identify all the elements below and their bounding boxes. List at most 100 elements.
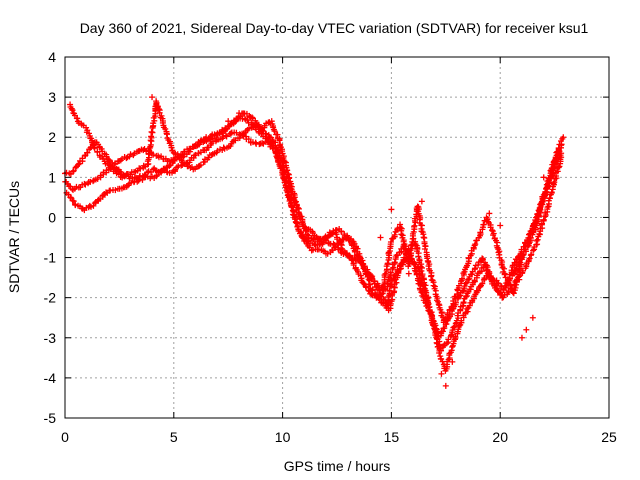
data-point [560,134,567,141]
data-point [246,125,253,132]
data-point [500,286,507,293]
data-point [441,325,448,332]
data-point [91,145,98,152]
data-point [497,222,504,229]
data-point [518,334,525,341]
data-point [418,267,425,274]
data-point [349,242,356,249]
data-point [223,133,230,140]
data-point [550,165,557,172]
data-point [405,270,412,277]
data-point [259,140,266,147]
data-point [408,241,415,248]
data-point [236,110,243,117]
data-point [148,128,155,135]
data-marks [61,94,567,389]
data-point [397,221,404,228]
data-point [413,271,420,278]
data-point [304,231,311,238]
data-point [428,273,435,280]
data-point [463,279,470,286]
data-point [446,350,453,357]
data-point [400,241,407,248]
data-point [421,246,428,253]
data-point [391,259,398,266]
data-point [91,144,98,151]
data-point [393,279,400,286]
data-point [407,252,414,259]
data-point [415,253,422,260]
data-point [546,195,553,202]
data-point [536,230,543,237]
data-point [438,370,445,377]
data-point [548,189,555,196]
data-point [360,280,367,287]
data-point [203,134,210,141]
data-point [155,105,162,112]
data-point [136,176,143,183]
x-tick-label: 20 [492,429,508,445]
data-point [162,125,169,132]
data-point [540,216,547,223]
data-point [283,175,290,182]
data-point [205,154,212,161]
data-point [526,255,533,262]
data-point [449,343,456,350]
x-axis-label: GPS time / hours [284,458,391,474]
data-point [194,141,201,148]
data-point [94,148,101,155]
y-tick-label: 1 [48,169,56,185]
data-point [279,159,286,166]
data-point [140,147,147,154]
data-point [428,313,435,320]
data-point [530,247,537,254]
data-point [227,130,234,137]
data-point [338,241,345,248]
data-point [349,257,356,264]
data-point [275,149,282,156]
data-point [438,347,445,354]
data-point [150,151,157,158]
data-point [436,341,443,348]
data-point [450,324,457,331]
data-point [479,256,486,263]
data-point [451,323,458,330]
data-point [486,210,493,217]
data-point [379,290,386,297]
data-point [388,206,395,213]
data-point [386,287,393,294]
data-point [291,216,298,223]
data-point [156,109,163,116]
data-point [541,195,548,202]
data-point [443,340,450,347]
data-point [233,117,240,124]
data-point [276,137,283,144]
data-point [527,234,534,241]
data-point [412,267,419,274]
data-point [257,126,264,133]
data-point [120,172,127,179]
y-tick-label: -3 [44,330,57,346]
data-point [477,229,484,236]
data-point [180,153,187,160]
data-point [222,132,229,139]
data-point [490,232,497,239]
data-point [70,167,77,174]
data-point [465,276,472,283]
data-point [480,221,487,228]
y-tick-label: 2 [48,129,56,145]
x-tick-label: 5 [170,429,178,445]
data-point [153,173,160,180]
data-point [442,382,449,389]
data-point [306,244,313,251]
data-point [452,320,459,327]
data-point [462,280,469,287]
data-point [191,143,198,150]
data-point [418,198,425,205]
data-point [81,180,88,187]
data-point [295,210,302,217]
data-point [449,358,456,365]
y-tick-label: 3 [48,89,56,105]
data-point [84,149,91,156]
